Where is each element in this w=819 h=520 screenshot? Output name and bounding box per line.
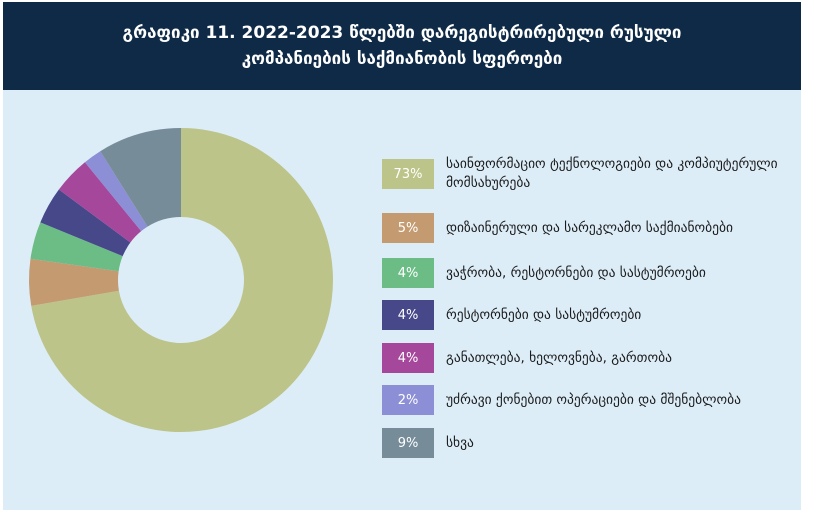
donut-slice-5 (58, 162, 142, 243)
donut-slice-6 (84, 151, 148, 232)
chart-card: გრაფიკი 11. 2022-2023 წლებში დარეგისტრირ… (3, 2, 801, 510)
legend-label: სხვა (446, 434, 474, 451)
legend-item-4: 4% რესტორნები და სასტუმროები (382, 295, 797, 335)
donut-slice-2 (29, 258, 119, 306)
chart-title-line-2: კომპანიების საქმიანობის სფეროები (241, 49, 563, 69)
legend-item-3: 4% ვაჭრობა, რესტორნები და სასტუმროები (382, 253, 797, 293)
legend-item-1: 73% საინფორმაციო ტექნოლოგიები და კომპიუტე… (382, 154, 797, 194)
legend-label: უძრავი ქონებით ოპერაციები და მშენებლობა (446, 391, 741, 408)
legend-swatch-value: 9% (382, 428, 434, 458)
donut-slice-1 (31, 128, 333, 433)
legend-swatch-value: 4% (382, 300, 434, 330)
donut-slice-4 (40, 189, 131, 257)
legend-label: რესტორნები და სასტუმროები (446, 306, 642, 323)
legend-swatch-value: 73% (382, 159, 434, 189)
legend-swatch-value: 4% (382, 258, 434, 288)
legend-swatch-value: 5% (382, 213, 434, 243)
legend-item-5: 4% განათლება, ხელოვნება, გართობა (382, 338, 797, 378)
legend-item-2: 5% დიზაინერული და სარეკლამო საქმიანობები (382, 208, 797, 248)
chart-title-line-1: გრაფიკი 11. 2022-2023 წლებში დარეგისტრირ… (122, 23, 682, 43)
donut-slice-3 (30, 222, 123, 272)
chart-header: გრაფიკი 11. 2022-2023 წლებში დარეგისტრირ… (3, 2, 801, 90)
legend-label: ვაჭრობა, რესტორნები და სასტუმროები (446, 264, 706, 281)
legend-swatch-value: 4% (382, 343, 434, 373)
legend-label: დიზაინერული და სარეკლამო საქმიანობები (446, 219, 733, 236)
legend-label: საინფორმაციო ტექნოლოგიები და კომპიუტერულ… (446, 156, 778, 191)
donut-chart (29, 128, 333, 433)
legend-item-6: 2% უძრავი ქონებით ოპერაციები და მშენებლობ… (382, 380, 797, 420)
donut-slice-7 (100, 128, 181, 227)
legend-swatch-value: 2% (382, 385, 434, 415)
legend-label: განათლება, ხელოვნება, გართობა (446, 349, 672, 366)
legend-item-7: 9% სხვა (382, 423, 797, 463)
